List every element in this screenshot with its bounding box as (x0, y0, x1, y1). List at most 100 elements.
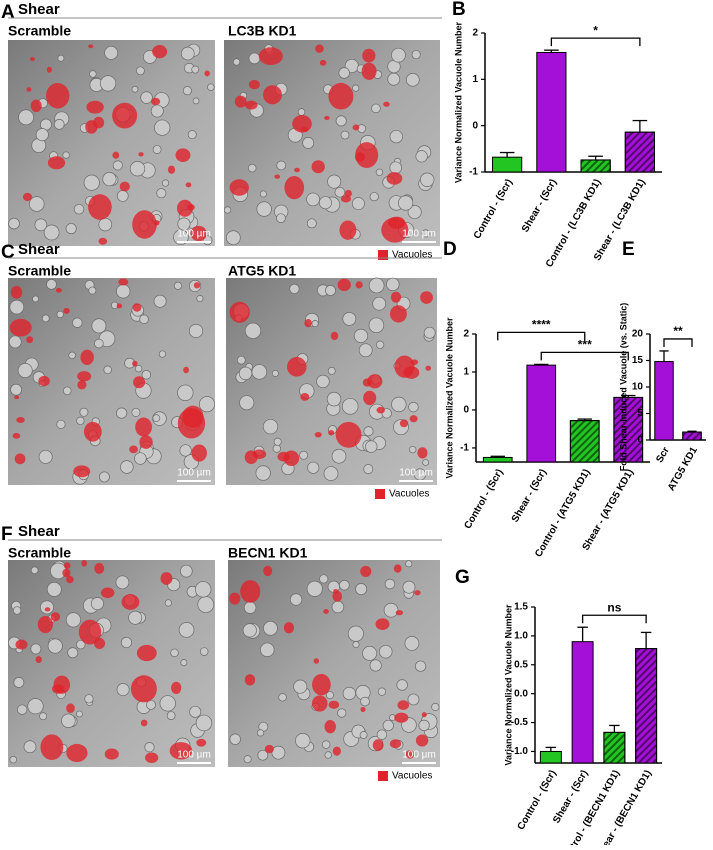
bar-hatch (682, 431, 702, 441)
cell (323, 466, 339, 481)
cell (139, 314, 149, 324)
cell (414, 660, 427, 672)
vacuole (169, 742, 193, 760)
cell (166, 711, 176, 720)
cell (341, 398, 359, 415)
cell (131, 407, 141, 417)
vacuole (311, 695, 328, 712)
vacuole (284, 175, 305, 200)
cell (136, 66, 145, 76)
vacuole (383, 101, 390, 107)
significance-label: ns (607, 600, 621, 614)
significance-bracket (581, 614, 647, 624)
vacuole (176, 199, 193, 217)
vacuole (26, 87, 32, 92)
vacuole (389, 739, 402, 749)
cell (407, 205, 422, 220)
vacuole (304, 318, 312, 328)
vacuole (22, 192, 32, 202)
cell (91, 318, 107, 334)
cell (153, 294, 167, 308)
cell (352, 84, 360, 92)
cell (263, 620, 278, 636)
vacuole (234, 95, 247, 108)
cell (56, 419, 66, 429)
vacuole (240, 580, 261, 603)
bar (492, 156, 523, 173)
micrograph-bg (224, 40, 440, 246)
left-label: Scramble (8, 545, 71, 561)
vacuole (145, 752, 159, 764)
vacuole (150, 97, 161, 106)
y-tick-label: 0 (463, 405, 469, 416)
y-tick-label: -1 (460, 443, 469, 454)
cell (120, 460, 134, 474)
cell (180, 659, 188, 667)
vacuole (191, 444, 207, 462)
cell (29, 196, 45, 212)
vacuole (121, 594, 140, 610)
vacuole (93, 637, 106, 649)
vacuole (372, 739, 384, 751)
cell (116, 284, 131, 299)
cell (409, 445, 417, 454)
cell (355, 583, 368, 596)
cell (378, 644, 393, 659)
cell (293, 679, 308, 694)
vacuole (14, 395, 20, 400)
cell (306, 192, 320, 207)
cell (89, 70, 97, 78)
x-tick-label: ATG5 KD1 (666, 445, 700, 493)
cell (248, 52, 261, 65)
cell (103, 365, 112, 375)
cell (273, 437, 282, 446)
vacuole (138, 152, 144, 157)
cell (18, 109, 34, 126)
cell (90, 597, 104, 611)
vacuole (77, 380, 87, 390)
error-bar (659, 350, 669, 362)
cell (196, 295, 204, 303)
cell (331, 600, 345, 614)
vacuole (196, 738, 207, 747)
cell (131, 85, 139, 93)
error-bar (577, 626, 588, 642)
significance-bracket (663, 338, 693, 347)
micrograph: 100 µm (226, 277, 437, 485)
x-tick-label: Control - (Scr) (516, 768, 559, 832)
cell (191, 65, 200, 74)
cell (353, 328, 369, 343)
cell (411, 50, 421, 60)
vacuole (193, 282, 201, 289)
cell (331, 448, 347, 464)
vacuole (130, 675, 157, 703)
vacuole (328, 430, 335, 436)
x-tick-label: Control - (Scr) (472, 177, 515, 241)
cell (326, 391, 342, 407)
cell (94, 338, 104, 349)
cell (256, 201, 272, 217)
bar-hatch (613, 396, 644, 463)
cell (199, 647, 209, 656)
micrograph: 100 µm (8, 560, 215, 767)
vacuole (132, 210, 157, 239)
x-tick-label: Shear - (LC3B KD1) (592, 177, 648, 262)
vacuole (389, 305, 407, 323)
cell (62, 151, 70, 159)
condition-label: Shear (18, 241, 60, 258)
vacuole (367, 374, 383, 389)
cell (271, 369, 279, 377)
vacuole (140, 719, 148, 727)
cell (46, 581, 62, 597)
cell (242, 623, 257, 638)
vacuole (244, 674, 256, 686)
cell (319, 574, 329, 584)
scale-bar-label: 100 µm (177, 229, 211, 240)
vacuole (352, 124, 360, 131)
vacuole (324, 115, 330, 120)
vacuole (78, 619, 102, 645)
cell (334, 186, 346, 198)
cell (375, 340, 385, 349)
error-bar (545, 746, 557, 752)
cell (30, 643, 42, 655)
